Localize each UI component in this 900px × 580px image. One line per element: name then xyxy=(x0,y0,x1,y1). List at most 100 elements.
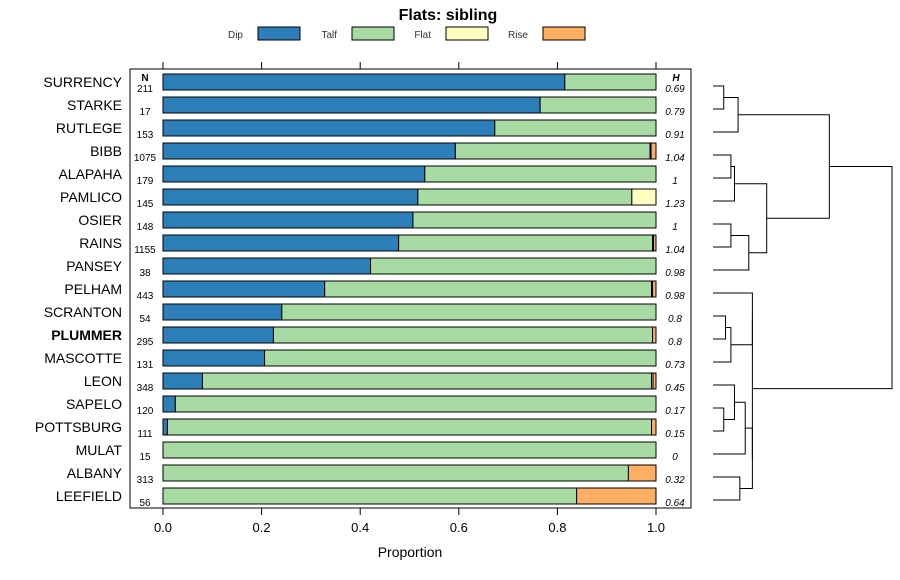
row-h-value: 0.64 xyxy=(665,498,685,509)
bar-segment-dip xyxy=(162,372,203,390)
chart-title: Flats: sibling xyxy=(399,7,498,24)
dendrogram-link xyxy=(713,401,746,455)
x-tick-label: 0.2 xyxy=(253,520,271,535)
bar-segment-talf xyxy=(162,464,629,482)
row-label: PELHAM xyxy=(64,281,122,297)
row-n-value: 38 xyxy=(139,268,151,279)
row-n-value: 1155 xyxy=(134,245,156,256)
row-h-value: 0.73 xyxy=(665,360,685,371)
bar-segment-rise xyxy=(627,464,657,482)
bar-segment-talf xyxy=(162,441,657,459)
bar-segment-rise xyxy=(652,372,657,390)
row-label: RAINS xyxy=(79,235,122,251)
row-h-value: 1.23 xyxy=(665,199,685,210)
dendrogram-link xyxy=(713,315,727,340)
bar-segment-dip xyxy=(162,142,456,160)
row-label: ALAPAHA xyxy=(58,166,122,182)
bar-segment-talf xyxy=(162,487,578,505)
bar-segment-rise xyxy=(576,487,657,505)
dendrogram-link xyxy=(738,114,830,219)
legend-label-flat: Flat xyxy=(414,30,431,41)
bar-segment-dip xyxy=(162,326,274,344)
row-n-value: 313 xyxy=(137,475,154,486)
legend-label-talf: Talf xyxy=(321,30,337,41)
row-rutlege: RUTLEGE 153 0.91 xyxy=(56,119,685,141)
row-h-value: 1 xyxy=(672,222,678,233)
row-label: SURRENCY xyxy=(43,74,122,90)
x-tick-label: 0.6 xyxy=(450,520,468,535)
row-pansey: PANSEY 38 0.98 xyxy=(66,257,685,279)
row-n-value: 54 xyxy=(139,314,151,325)
row-n-value: 1075 xyxy=(134,153,157,164)
row-n-value: 348 xyxy=(137,383,154,394)
row-leefield: LEEFIELD 56 0.64 xyxy=(56,487,685,509)
bar-segment-talf xyxy=(370,257,657,275)
row-h-value: 0.17 xyxy=(665,406,685,417)
row-label: SAPELO xyxy=(66,396,122,412)
row-leon: LEON 348 0.45 xyxy=(84,372,685,394)
row-label: BIBB xyxy=(90,143,122,159)
row-n-value: 443 xyxy=(137,291,154,302)
bar-segment-dip xyxy=(162,303,283,321)
row-n-value: 131 xyxy=(137,360,154,371)
row-pelham: PELHAM 443 0.98 xyxy=(64,280,685,302)
row-n-value: 211 xyxy=(137,84,153,95)
bar-segment-dip xyxy=(162,73,566,91)
bar-segment-talf xyxy=(324,280,653,298)
dendrogram-link xyxy=(713,327,732,363)
row-plummer: PLUMMER 295 0.8 xyxy=(51,326,682,348)
row-label: MASCOTTE xyxy=(44,350,122,366)
row-h-value: 1.04 xyxy=(665,153,685,164)
bar-segment-rise xyxy=(651,418,657,436)
bar-segment-talf xyxy=(424,165,657,183)
row-label: RUTLEGE xyxy=(56,120,122,136)
row-n-value: 153 xyxy=(137,130,154,141)
row-pottsburg: POTTSBURG 111 0.15 xyxy=(35,418,685,440)
row-surrency: SURRENCY 211 0.69 xyxy=(43,73,685,95)
bar-segment-talf xyxy=(398,234,654,252)
h-column-header: H xyxy=(672,73,680,84)
row-albany: ALBANY 313 0.32 xyxy=(67,464,685,486)
row-h-value: 1 xyxy=(672,176,678,187)
bar-rows: SURRENCY 211 0.69 STARKE 17 0.79 RUTLEGE 153 0.9… xyxy=(35,73,685,509)
row-label: STARKE xyxy=(67,97,122,113)
bar-segment-talf xyxy=(201,372,653,390)
x-tick-label: 0.0 xyxy=(154,520,172,535)
row-label: LEEFIELD xyxy=(56,488,122,504)
row-n-value: 17 xyxy=(139,107,151,118)
legend-swatch-dip xyxy=(257,26,301,41)
dendrogram-link xyxy=(713,154,732,179)
row-label: SCRANTON xyxy=(44,304,122,320)
legend-swatch-rise xyxy=(542,26,586,41)
bar-segment-dip xyxy=(162,349,266,367)
row-h-value: 0.8 xyxy=(668,314,682,325)
row-n-value: 148 xyxy=(137,222,154,233)
row-h-value: 0.45 xyxy=(665,383,685,394)
bar-segment-rise xyxy=(652,326,657,344)
row-h-value: 0.91 xyxy=(665,130,684,141)
bar-segment-rise xyxy=(653,234,657,252)
row-h-value: 0 xyxy=(672,452,678,463)
bar-segment-dip xyxy=(162,119,496,137)
row-rains: RAINS 1155 1.04 xyxy=(79,234,685,256)
row-mulat: MULAT 15 0 xyxy=(76,441,678,463)
row-h-value: 0.15 xyxy=(665,429,685,440)
row-label: OSIER xyxy=(78,212,122,228)
bar-segment-talf xyxy=(417,188,633,206)
row-label: PANSEY xyxy=(66,258,122,274)
dendrogram-link xyxy=(713,223,732,248)
legend-swatch-flat xyxy=(445,26,489,41)
row-bibb: BIBB 1075 1.04 xyxy=(90,142,685,164)
bar-segment-talf xyxy=(454,142,651,160)
dendrogram-link xyxy=(713,85,725,110)
legend-label-rise: Rise xyxy=(508,30,528,41)
bar-segment-dip xyxy=(162,257,372,275)
dendrogram-link xyxy=(713,97,739,133)
row-h-value: 0.32 xyxy=(665,475,685,486)
bar-segment-dip xyxy=(162,165,426,183)
row-h-value: 0.69 xyxy=(665,84,685,95)
bar-segment-dip xyxy=(162,234,400,252)
row-h-value: 0.79 xyxy=(665,107,685,118)
bar-segment-talf xyxy=(264,349,657,367)
dendrogram-link xyxy=(713,476,741,501)
